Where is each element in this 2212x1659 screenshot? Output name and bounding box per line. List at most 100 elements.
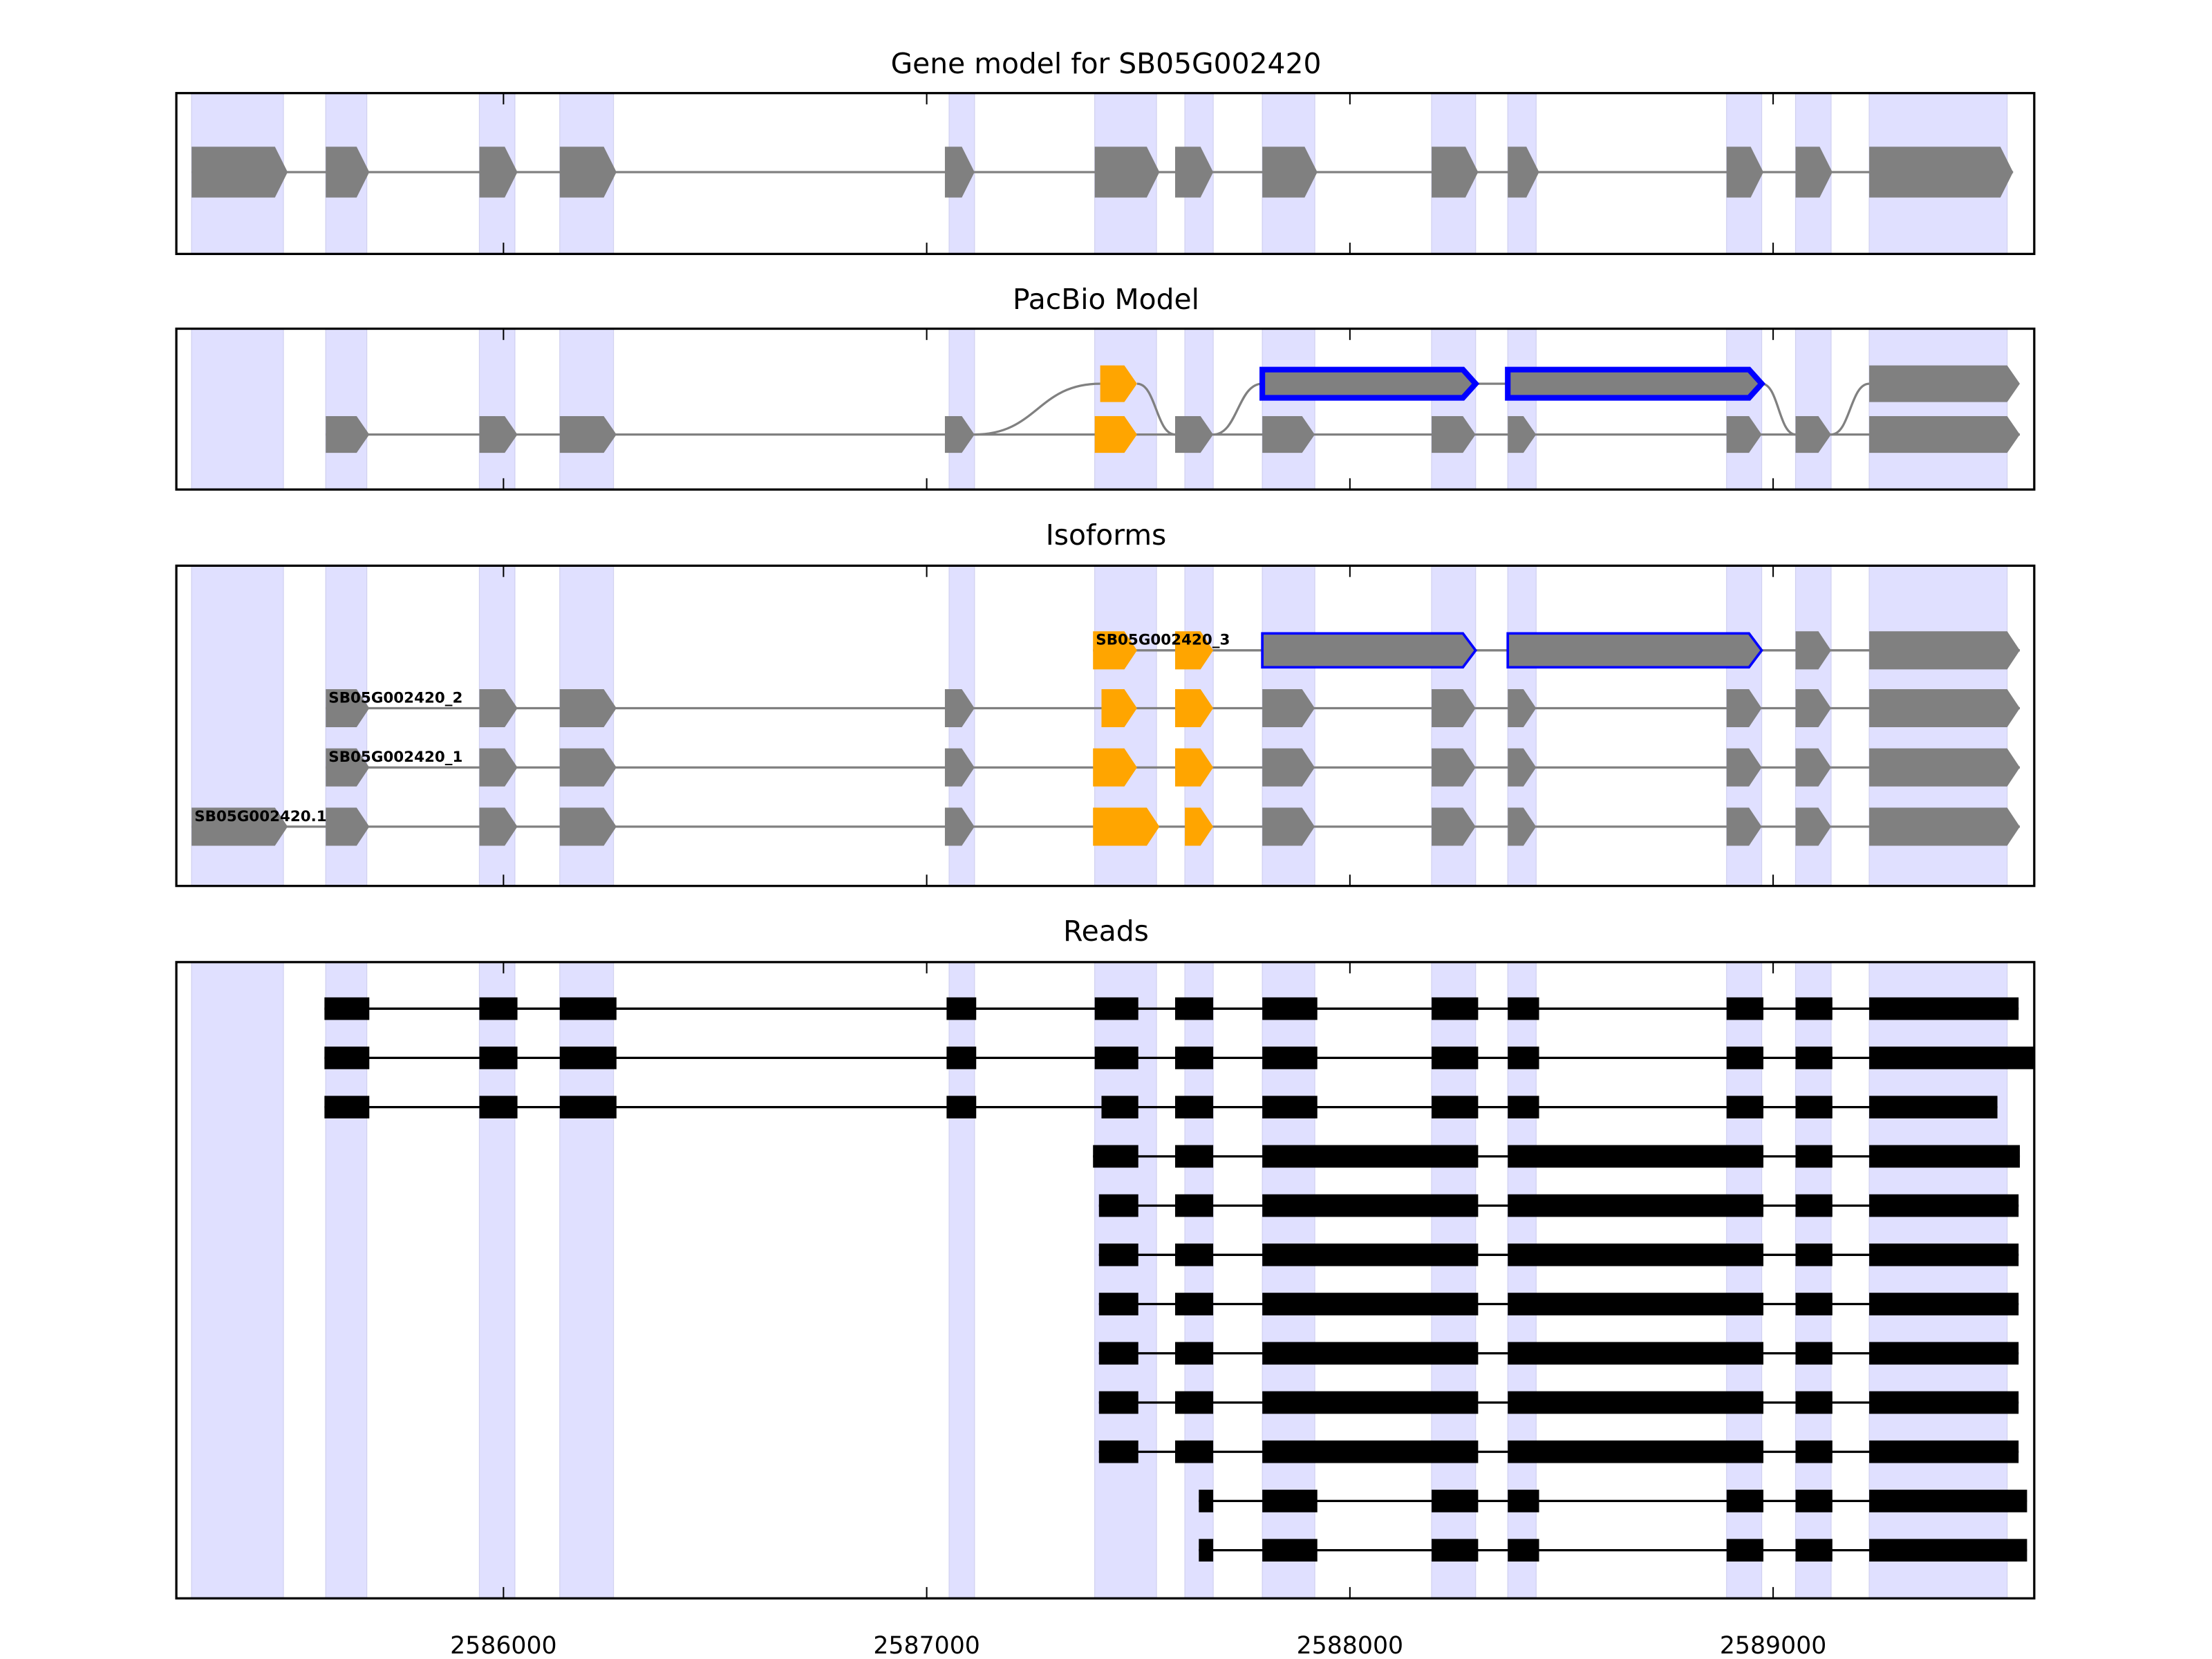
read-block: [1508, 1539, 1539, 1562]
read: [1098, 1391, 2019, 1414]
read-block: [479, 997, 518, 1020]
exon: [1262, 688, 1315, 728]
read: [324, 1047, 2034, 1069]
read: [1098, 1243, 2019, 1266]
read-block: [1869, 1194, 2019, 1217]
exon: [1101, 688, 1137, 728]
read-block: [1508, 1490, 1539, 1512]
read-block: [1262, 1194, 1479, 1217]
read-block: [1262, 997, 1318, 1020]
read-block: [1262, 1293, 1479, 1315]
shaded-exon-region: [1094, 328, 1157, 490]
exon: [1262, 748, 1315, 787]
read-block: [1795, 1391, 1833, 1414]
read-block: [1175, 1047, 1214, 1069]
read-block: [1795, 1293, 1833, 1315]
read-block: [1098, 1440, 1138, 1463]
read-block: [1199, 1539, 1214, 1562]
exon: [1726, 147, 1764, 198]
exon: [1093, 631, 1137, 670]
x-tick-label: 2589000: [1720, 1632, 1826, 1659]
exon: [191, 147, 288, 198]
read: [324, 1096, 1998, 1118]
exon: [1261, 632, 1477, 669]
read-block: [1175, 1391, 1214, 1414]
x-tick-label: 2586000: [450, 1632, 557, 1659]
exon: [1262, 416, 1315, 453]
read-block: [1175, 997, 1214, 1020]
read-block: [1262, 1440, 1479, 1463]
exon: [1726, 807, 1762, 846]
read-block: [1262, 1047, 1318, 1069]
read-block: [1726, 997, 1764, 1020]
exon: [1506, 632, 1763, 669]
read-block: [1262, 1391, 1479, 1414]
x-tick-label: 2587000: [873, 1632, 980, 1659]
shaded-exon-region: [559, 328, 615, 490]
read-block: [1869, 1145, 2021, 1168]
exon: [559, 688, 617, 728]
read-block: [559, 1047, 617, 1069]
reads-title: Reads: [1063, 915, 1149, 948]
exon: [944, 688, 975, 728]
exon: [479, 147, 518, 198]
gene-model-title: Gene model for SB05G002420: [891, 47, 1322, 80]
splice-connector: [1136, 382, 1176, 436]
read-block: [1098, 1293, 1138, 1315]
read-block: [1508, 1047, 1539, 1069]
read-block: [1175, 1293, 1214, 1315]
exon: [1093, 748, 1137, 787]
read-block: [946, 1047, 977, 1069]
exon: [1259, 366, 1480, 401]
read-block: [1432, 1047, 1479, 1069]
read: [1098, 1293, 2019, 1315]
read-block: [946, 997, 977, 1020]
shaded-exon-region: [478, 328, 516, 490]
read-block: [479, 1096, 518, 1118]
exon: [1869, 688, 2021, 728]
panel-frame: [175, 961, 2036, 1600]
read-block: [1869, 1440, 2019, 1463]
exon: [326, 416, 370, 453]
read-block: [1098, 1391, 1138, 1414]
exon: [944, 147, 975, 198]
exon: [1795, 147, 1833, 198]
exon: [1505, 366, 1766, 401]
exon: [1869, 631, 2021, 670]
read-block: [1432, 1539, 1479, 1562]
read-block: [1726, 1047, 1764, 1069]
exon: [479, 688, 518, 728]
read-block: [1508, 1342, 1764, 1365]
read-block: [559, 1096, 617, 1118]
exon: [1869, 748, 2021, 787]
exon: [1795, 748, 1831, 787]
read-block: [1098, 1194, 1138, 1217]
exon: [1726, 416, 1762, 453]
read-block: [946, 1096, 977, 1118]
read-block: [1795, 997, 1833, 1020]
exon: [479, 416, 518, 453]
read-block: [1432, 1490, 1479, 1512]
read-block: [1175, 1194, 1214, 1217]
exon: [1432, 748, 1476, 787]
read-block: [1795, 1243, 1833, 1266]
read-block: [1869, 1490, 2027, 1512]
exon: [1795, 807, 1831, 846]
read: [1098, 1194, 2019, 1217]
exon: [479, 807, 518, 846]
read-block: [1508, 997, 1539, 1020]
read-block: [1094, 997, 1138, 1020]
exon: [1432, 147, 1479, 198]
read-block: [1726, 1490, 1764, 1512]
read: [1098, 1342, 2019, 1365]
read-block: [1175, 1096, 1214, 1118]
shaded-exon-region: [1431, 328, 1477, 490]
read-block: [1175, 1145, 1214, 1168]
read-block: [1795, 1440, 1833, 1463]
read-block: [1795, 1342, 1833, 1365]
x-tick-label: 2588000: [1297, 1632, 1404, 1659]
read-block: [1795, 1096, 1833, 1118]
exon: [1175, 688, 1214, 728]
exon: [326, 807, 370, 846]
